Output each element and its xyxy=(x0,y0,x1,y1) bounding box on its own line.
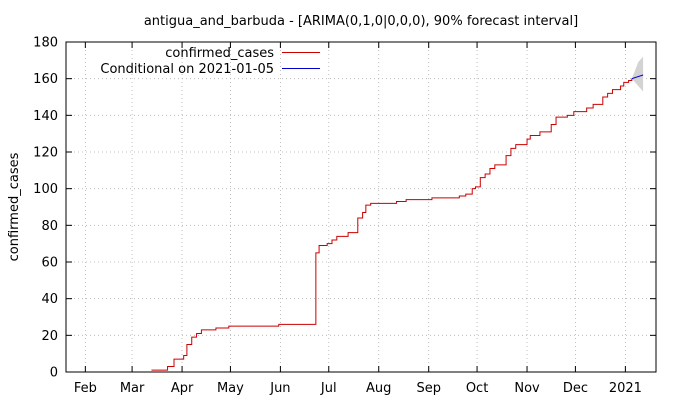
y-tick-label: 40 xyxy=(41,292,58,307)
x-tick-label: Dec xyxy=(563,381,588,396)
y-tick-label: 100 xyxy=(33,182,58,197)
x-tick-label: Mar xyxy=(120,381,145,396)
x-tick-label: Nov xyxy=(514,381,540,396)
x-tick-label: Aug xyxy=(366,381,391,396)
forecast-interval xyxy=(631,56,644,92)
x-tick-label: Jun xyxy=(269,381,290,396)
x-tick-label: May xyxy=(217,381,244,396)
y-tick-label: 120 xyxy=(33,146,58,161)
y-tick-label: 140 xyxy=(33,109,58,124)
y-tick-label: 0 xyxy=(50,366,58,381)
y-tick-label: 60 xyxy=(41,256,58,271)
plot-frame xyxy=(65,41,657,373)
series-line-1 xyxy=(631,74,644,80)
x-tick-label: Oct xyxy=(466,381,488,396)
y-tick-label: 20 xyxy=(41,329,58,344)
x-tick-label: 2021 xyxy=(609,381,642,396)
legend-label: Conditional on 2021-01-05 xyxy=(100,62,274,77)
series-lines xyxy=(151,74,644,371)
y-tick-label: 160 xyxy=(33,72,58,87)
x-tick-label: Apr xyxy=(171,381,194,396)
y-tick-label: 180 xyxy=(33,36,58,51)
y-axis-label: confirmed_cases xyxy=(7,152,22,261)
legend-label: confirmed_cases xyxy=(165,46,274,61)
x-tick-label: Jul xyxy=(320,381,337,396)
x-tick-label: Sep xyxy=(416,381,441,396)
axes: 0 20 40 60 80 100 120 140 160 180 Feb Mar Apr May Jun J… xyxy=(33,36,656,396)
forecast-interval-band xyxy=(631,56,644,92)
series-line-0 xyxy=(151,78,633,371)
x-tick-label: Feb xyxy=(74,381,97,396)
chart-title: antigua_and_barbuda - [ARIMA(0,1,0|0,0,0… xyxy=(144,14,578,29)
y-tick-label: 80 xyxy=(41,219,58,234)
